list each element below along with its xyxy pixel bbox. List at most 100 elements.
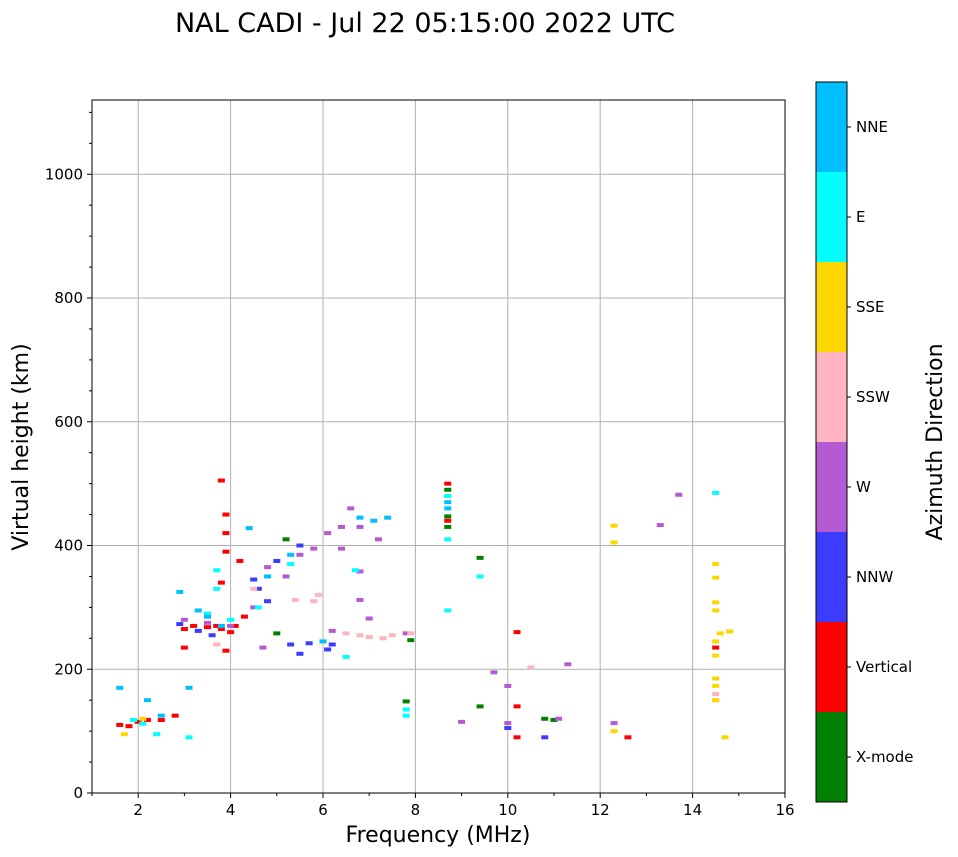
data-point <box>555 716 563 721</box>
series-nne <box>116 500 452 718</box>
data-point <box>370 518 378 523</box>
data-point <box>342 654 350 659</box>
data-point <box>130 717 138 722</box>
data-point <box>264 565 272 570</box>
data-point <box>273 558 281 563</box>
data-point <box>227 623 235 628</box>
data-point <box>712 490 720 495</box>
data-point <box>490 670 498 675</box>
data-point <box>139 721 147 726</box>
data-point <box>222 648 230 653</box>
x-tick-label: 16 <box>775 801 794 819</box>
colorbar-label: SSE <box>856 298 885 316</box>
data-point <box>712 608 720 613</box>
data-point <box>712 676 720 681</box>
data-point <box>319 639 327 644</box>
colorbar-segment <box>816 442 847 532</box>
series-e <box>130 490 720 740</box>
x-axis-title: Frequency (MHz) <box>346 823 531 848</box>
data-point <box>217 623 225 628</box>
data-point <box>291 597 299 602</box>
data-point <box>402 713 410 718</box>
colorbar-title: Azimuth Direction <box>923 343 948 540</box>
data-point <box>402 631 410 636</box>
data-point <box>305 641 313 646</box>
data-point <box>264 599 272 604</box>
data-point <box>310 546 318 551</box>
x-tick-label: 14 <box>683 801 702 819</box>
data-point <box>541 716 549 721</box>
data-point <box>712 653 720 658</box>
data-point <box>365 635 373 640</box>
colorbar: X-mode Vertical NNW W SSW SSE E NNE <box>815 81 913 803</box>
data-point <box>180 617 188 622</box>
data-point <box>356 524 364 529</box>
data-point <box>213 623 221 628</box>
data-point <box>185 735 193 740</box>
data-point <box>476 555 484 560</box>
data-point <box>402 707 410 712</box>
data-point <box>342 631 350 636</box>
y-tick-label: 1000 <box>45 165 83 183</box>
data-point <box>716 631 724 636</box>
data-point <box>194 608 202 613</box>
data-point <box>504 721 512 726</box>
data-point <box>227 617 235 622</box>
data-point <box>180 645 188 650</box>
data-point <box>337 546 345 551</box>
data-point <box>356 569 364 574</box>
data-point <box>314 593 322 597</box>
data-point <box>143 717 151 722</box>
data-point <box>236 558 244 563</box>
data-point <box>282 574 290 579</box>
data-point <box>444 608 452 613</box>
data-point <box>444 537 452 542</box>
data-point <box>240 614 248 619</box>
data-point <box>564 662 572 667</box>
series-w <box>180 492 683 726</box>
data-point <box>444 494 452 498</box>
data-point <box>504 683 512 688</box>
x-tick-label: 12 <box>591 801 610 819</box>
data-point <box>259 645 267 650</box>
colorbar-label: SSW <box>856 388 890 406</box>
y-axis-title: Virtual height (km) <box>9 343 34 550</box>
data-point <box>125 724 133 729</box>
data-point <box>402 699 410 704</box>
data-point <box>513 630 521 635</box>
data-point <box>139 716 147 721</box>
data-point <box>513 735 521 740</box>
data-point <box>541 735 549 740</box>
data-point <box>116 722 124 727</box>
data-point <box>273 631 281 636</box>
plot-background <box>92 100 785 793</box>
data-point <box>180 627 188 632</box>
data-point <box>282 537 290 542</box>
data-point <box>726 629 734 634</box>
data-point <box>712 645 720 650</box>
x-tick-label: 10 <box>498 801 517 819</box>
plot-area: 2 4 6 8 10 12 14 16 0 200 400 600 800 1000 <box>45 99 795 819</box>
y-tick-label: 800 <box>54 289 83 307</box>
colorbar-label: W <box>856 478 871 496</box>
data-point <box>721 735 729 740</box>
data-point <box>365 616 373 621</box>
data-point <box>222 512 230 517</box>
data-point <box>217 478 225 483</box>
data-point <box>264 574 272 579</box>
data-point <box>287 552 295 557</box>
x-axis-ticks: 2 4 6 8 10 12 14 16 <box>91 793 795 819</box>
data-point <box>407 638 415 643</box>
data-point <box>116 685 124 690</box>
data-point <box>190 623 198 628</box>
data-point <box>227 630 235 635</box>
colorbar-frame <box>815 81 848 803</box>
colorbar-segment <box>816 712 847 802</box>
y-tick-label: 0 <box>73 784 83 802</box>
data-point <box>250 577 258 582</box>
data-point <box>217 580 225 585</box>
colorbar-segment <box>816 82 847 172</box>
data-point <box>153 732 161 737</box>
data-point <box>231 623 239 628</box>
data-point <box>712 698 720 703</box>
